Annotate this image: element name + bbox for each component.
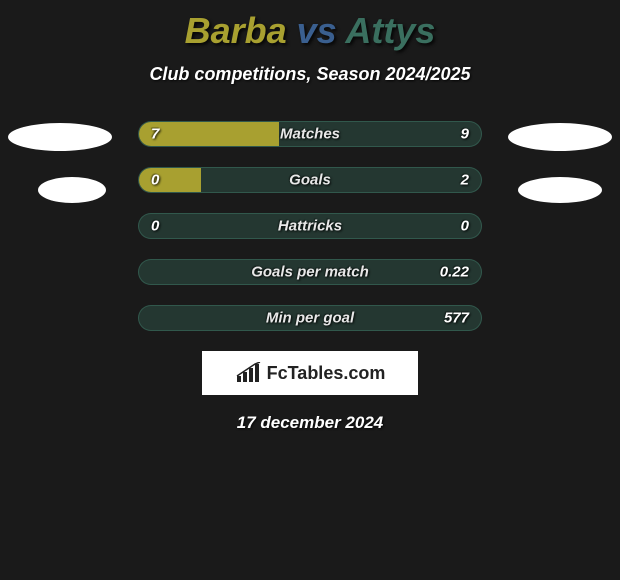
player-photo-placeholder [8,123,112,151]
player2-name: Attys [345,10,435,51]
bar-chart-icon [235,362,261,384]
player-photo-placeholder [38,177,106,203]
stat-value-right: 577 [444,310,469,327]
stat-label: Goals per match [251,264,369,281]
stat-row: 7 Matches 9 [138,121,482,147]
stat-value-right: 0.22 [440,264,469,281]
stat-value-right: 2 [461,172,469,189]
stat-label: Goals [289,172,331,189]
comparison-title: Barba vs Attys [0,0,620,52]
player1-name: Barba [185,10,287,51]
fctables-logo: FcTables.com [202,351,418,395]
stat-row: Goals per match 0.22 [138,259,482,285]
stat-value-left: 0 [151,218,159,235]
subtitle: Club competitions, Season 2024/2025 [0,64,620,85]
player-photo-placeholder [518,177,602,203]
stat-row: 0 Goals 2 [138,167,482,193]
player-photo-placeholder [508,123,612,151]
stat-bar-left [139,168,201,192]
stat-label: Min per goal [266,310,354,327]
comparison-chart: 7 Matches 9 0 Goals 2 0 Hattricks 0 Goals per mat… [0,121,620,331]
stat-bar-left [139,122,279,146]
vs-text: vs [297,10,337,51]
stat-label: Hattricks [278,218,342,235]
stat-value-right: 9 [461,126,469,143]
stat-row: Min per goal 577 [138,305,482,331]
date-text: 17 december 2024 [0,413,620,433]
stat-value-left: 7 [151,126,159,143]
stat-row: 0 Hattricks 0 [138,213,482,239]
stat-value-left: 0 [151,172,159,189]
logo-text: FcTables.com [267,363,386,384]
stat-label: Matches [280,126,340,143]
stat-value-right: 0 [461,218,469,235]
